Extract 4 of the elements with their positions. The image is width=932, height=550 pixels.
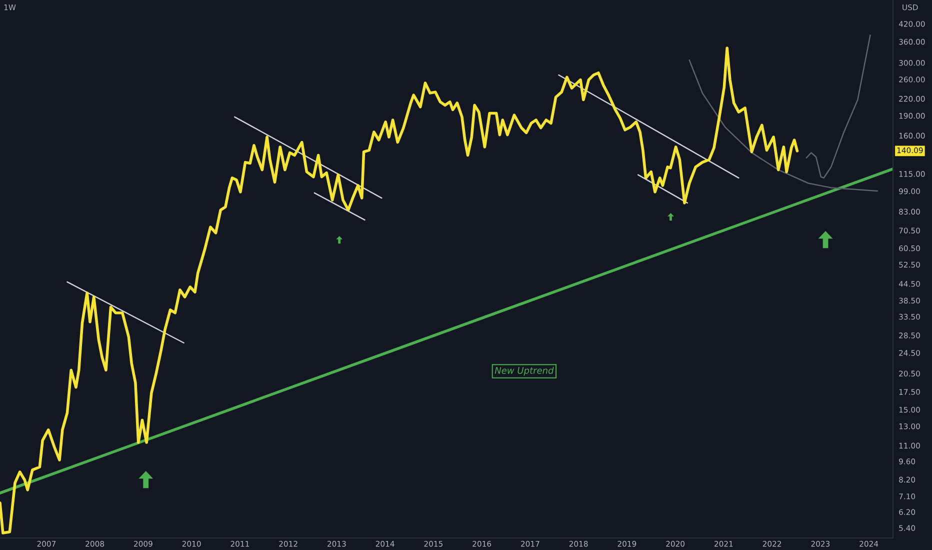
line-series — [688, 59, 878, 192]
line-series — [806, 34, 871, 179]
line-series — [0, 46, 799, 534]
annotation: New Uptrend — [494, 366, 554, 376]
